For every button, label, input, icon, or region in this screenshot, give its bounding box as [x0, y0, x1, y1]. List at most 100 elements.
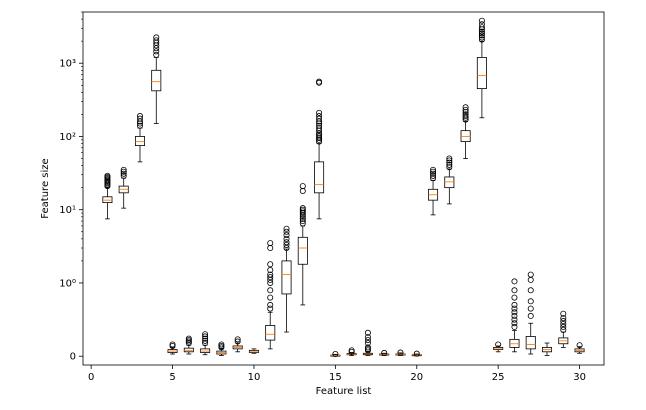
- flier-point: [267, 301, 274, 308]
- flier-point: [478, 30, 485, 37]
- flier-point: [527, 287, 534, 294]
- flier-point: [430, 172, 437, 179]
- box-item: [362, 329, 373, 356]
- box-item: [346, 347, 357, 356]
- box-item: [411, 350, 422, 357]
- flier-point: [397, 349, 404, 356]
- box-item: [232, 336, 243, 353]
- flier-point: [120, 170, 127, 177]
- flier-point: [462, 106, 469, 113]
- flier-point: [299, 215, 306, 222]
- box-item: [509, 278, 520, 353]
- flier-point: [527, 276, 534, 283]
- flier-point: [136, 115, 143, 122]
- flier-point: [120, 168, 127, 175]
- x-tick-label: 30: [573, 372, 586, 383]
- iqr-box: [102, 196, 113, 204]
- flier-point: [576, 342, 583, 349]
- box-item: [183, 335, 194, 355]
- flier-point: [527, 271, 534, 278]
- flier-point: [267, 261, 274, 268]
- flier-point: [446, 159, 453, 166]
- flier-point: [478, 36, 485, 43]
- iqr-box: [297, 236, 308, 265]
- flier-point: [283, 232, 290, 239]
- box-item: [395, 349, 406, 356]
- flier-point: [511, 323, 518, 330]
- flier-point: [120, 172, 127, 179]
- flier-point: [478, 21, 485, 28]
- flier-point: [283, 235, 290, 242]
- axes: 0 5 10 15 20 25 30 0 10⁰ 10¹ 10² 10³: [59, 11, 605, 383]
- flier-point: [283, 225, 290, 232]
- flier-point: [299, 218, 306, 225]
- flier-point: [462, 114, 469, 121]
- x-tick-label: 0: [88, 372, 94, 383]
- flier-point: [430, 168, 437, 175]
- flier-point: [511, 309, 518, 316]
- flier-point: [267, 279, 274, 286]
- box-item: [200, 331, 211, 356]
- iqr-box: [525, 336, 536, 350]
- y-tick-label: 10³: [59, 59, 76, 70]
- flier-point: [316, 115, 323, 122]
- flier-point: [104, 172, 111, 179]
- flier-point: [478, 34, 485, 41]
- box-item: [248, 348, 259, 354]
- flier-point: [446, 155, 453, 162]
- flier-point: [202, 333, 209, 340]
- flier-point: [560, 310, 567, 317]
- flier-point: [267, 287, 274, 294]
- iqr-box: [314, 161, 325, 194]
- box-item: [167, 341, 178, 355]
- flier-point: [478, 24, 485, 31]
- box-item: [118, 166, 129, 209]
- flier-point: [316, 135, 323, 142]
- flier-point: [511, 312, 518, 319]
- flier-point: [446, 161, 453, 168]
- y-tick-label: 10⁰: [59, 278, 76, 289]
- box-item: [493, 341, 504, 353]
- flier-point: [120, 166, 127, 173]
- flier-point: [430, 170, 437, 177]
- iqr-box: [151, 69, 162, 92]
- flier-point: [202, 331, 209, 338]
- flier-point: [511, 301, 518, 308]
- flier-point: [299, 206, 306, 213]
- box-item: [542, 342, 553, 356]
- flier-point: [299, 220, 306, 227]
- flier-point: [527, 305, 534, 312]
- box-item: [297, 183, 308, 306]
- x-tick-label: 25: [492, 372, 505, 383]
- plot-frame: [82, 11, 605, 366]
- flier-point: [267, 305, 274, 312]
- box-item: [444, 155, 455, 205]
- flier-point: [299, 208, 306, 215]
- flier-point: [511, 320, 518, 327]
- box-item: [476, 17, 487, 119]
- iqr-box: [265, 325, 276, 341]
- box-item: [379, 349, 390, 356]
- flier-point: [446, 164, 453, 171]
- x-tick-label: 20: [410, 372, 423, 383]
- flier-point: [136, 122, 143, 129]
- flier-point: [169, 341, 176, 348]
- flier-point: [511, 287, 518, 294]
- flier-point: [364, 340, 371, 347]
- flier-point: [234, 338, 241, 345]
- box-item: [525, 271, 536, 355]
- y-axis-label: Feature size: [40, 158, 51, 218]
- box-item: [428, 166, 439, 216]
- flier-point: [462, 111, 469, 118]
- flier-point: [462, 104, 469, 111]
- flier-point: [316, 109, 323, 116]
- flier-point: [202, 340, 209, 347]
- flier-point: [462, 109, 469, 116]
- flier-point: [527, 312, 534, 319]
- box-item: [330, 351, 341, 358]
- flier-point: [495, 341, 502, 348]
- flier-point: [364, 337, 371, 344]
- box-item: [281, 225, 292, 333]
- flier-point: [316, 78, 323, 85]
- flier-point: [202, 337, 209, 344]
